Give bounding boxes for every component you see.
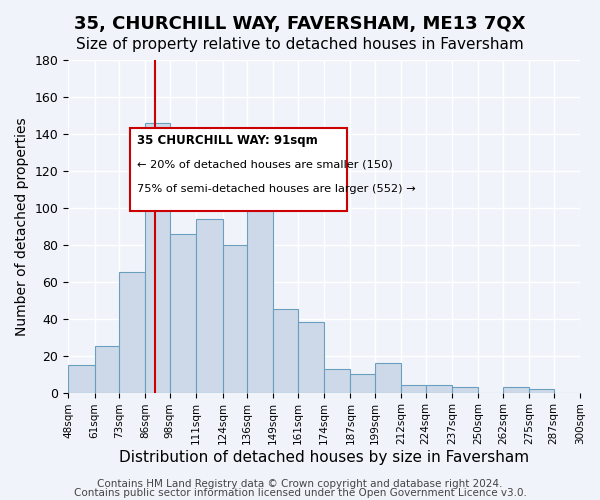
Text: 35 CHURCHILL WAY: 91sqm: 35 CHURCHILL WAY: 91sqm: [137, 134, 318, 147]
Text: Contains HM Land Registry data © Crown copyright and database right 2024.: Contains HM Land Registry data © Crown c…: [97, 479, 503, 489]
Text: 35, CHURCHILL WAY, FAVERSHAM, ME13 7QX: 35, CHURCHILL WAY, FAVERSHAM, ME13 7QX: [74, 15, 526, 33]
Bar: [223, 245, 247, 392]
Bar: [145, 123, 170, 392]
Bar: [350, 374, 375, 392]
Bar: [170, 234, 196, 392]
Y-axis label: Number of detached properties: Number of detached properties: [15, 117, 29, 336]
Bar: [247, 206, 273, 392]
Bar: [95, 346, 119, 393]
Bar: [196, 219, 223, 392]
Bar: [401, 385, 425, 392]
Bar: [425, 385, 452, 392]
FancyBboxPatch shape: [130, 128, 347, 212]
Bar: [452, 387, 478, 392]
Bar: [529, 389, 554, 392]
Bar: [273, 310, 298, 392]
Bar: [375, 363, 401, 392]
Bar: [324, 368, 350, 392]
Text: 75% of semi-detached houses are larger (552) →: 75% of semi-detached houses are larger (…: [137, 184, 416, 194]
Text: Contains public sector information licensed under the Open Government Licence v3: Contains public sector information licen…: [74, 488, 526, 498]
X-axis label: Distribution of detached houses by size in Faversham: Distribution of detached houses by size …: [119, 450, 529, 465]
Bar: [119, 272, 145, 392]
Text: Size of property relative to detached houses in Faversham: Size of property relative to detached ho…: [76, 38, 524, 52]
Bar: [503, 387, 529, 392]
Bar: [68, 365, 95, 392]
Text: ← 20% of detached houses are smaller (150): ← 20% of detached houses are smaller (15…: [137, 160, 393, 170]
Bar: [298, 322, 324, 392]
